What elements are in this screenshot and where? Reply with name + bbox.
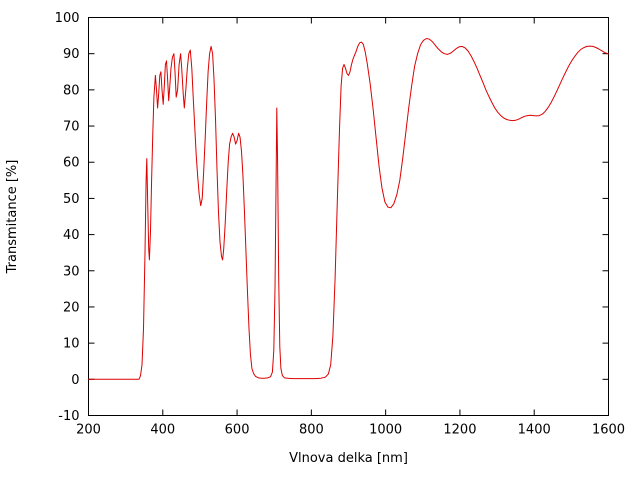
x-tick-label: 400 <box>150 423 175 438</box>
y-tick-label: 50 <box>63 192 80 207</box>
y-tick-label: 70 <box>63 120 80 135</box>
x-tick-label: 600 <box>225 423 250 438</box>
y-tick-label: 60 <box>63 156 80 171</box>
x-tick-label: 800 <box>299 423 324 438</box>
x-tick-label: 200 <box>76 423 101 438</box>
plot-frame <box>88 17 609 416</box>
y-tick-label: 40 <box>63 228 80 243</box>
series-line <box>88 38 609 380</box>
y-tick-label: 30 <box>63 264 80 279</box>
x-tick-label: 1000 <box>369 423 402 438</box>
x-axis-title: Vlnova delka [nm] <box>289 451 408 466</box>
y-tick-label: 90 <box>63 47 80 62</box>
y-tick-label: 80 <box>63 83 80 98</box>
x-tick-label: 1400 <box>518 423 551 438</box>
y-tick-label: 20 <box>63 300 80 315</box>
y-axis-title: Transmitance [%] <box>5 160 20 275</box>
y-tick-label: 100 <box>55 11 80 26</box>
y-tick-label: 10 <box>63 337 80 352</box>
x-tick-label: 1200 <box>443 423 476 438</box>
x-tick-label: 1600 <box>592 423 625 438</box>
y-tick-label: -10 <box>58 409 79 424</box>
y-tick-label: 0 <box>71 373 79 388</box>
plot-area: 200 400 600 800 1000 1200 1400 1600 -10 0 10 20 30 40… <box>55 11 625 438</box>
